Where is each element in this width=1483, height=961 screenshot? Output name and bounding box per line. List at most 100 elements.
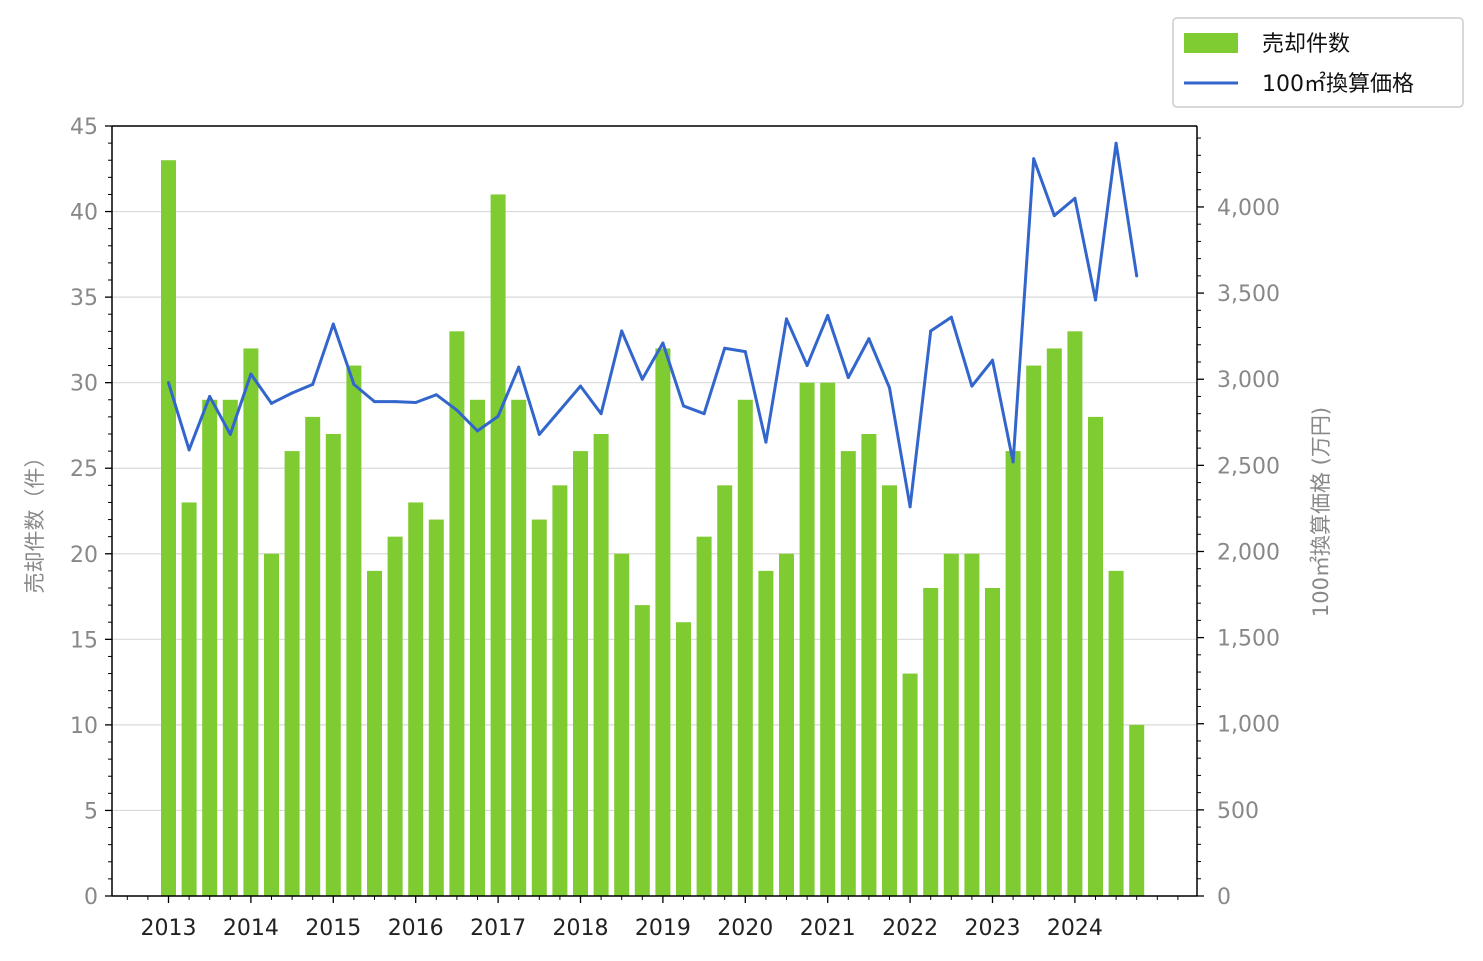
bar-2018Q4 — [634, 605, 650, 896]
bar-2022Q3 — [943, 553, 959, 896]
price-point-2015Q4 — [393, 400, 397, 404]
left-tick-label: 5 — [84, 799, 98, 824]
bar-2020Q2 — [758, 570, 774, 896]
price-point-2024Q4 — [1135, 274, 1139, 278]
price-point-2013Q1 — [167, 381, 170, 385]
price-point-2017Q4 — [558, 408, 562, 412]
price-point-2020Q2 — [764, 440, 768, 444]
bar-2024Q2 — [1088, 416, 1103, 896]
left-tick-label: 45 — [70, 115, 98, 140]
left-tick-label: 35 — [70, 286, 98, 311]
left-tick-label: 25 — [70, 457, 98, 482]
price-point-2020Q4 — [805, 363, 809, 367]
x-tick-label-2024: 2024 — [1047, 916, 1103, 941]
price-point-2022Q2 — [929, 329, 933, 333]
bar-2015Q2 — [346, 365, 362, 896]
bar-2023Q3 — [1026, 365, 1042, 896]
bar-2019Q2 — [676, 622, 691, 896]
price-point-2019Q3 — [702, 412, 706, 416]
price-point-2024Q3 — [1114, 141, 1118, 145]
legend-bar-label: 売却件数 — [1262, 32, 1350, 57]
bar-2022Q1 — [902, 673, 918, 896]
right-tick-label: 2,500 — [1217, 454, 1280, 479]
legend-bar-swatch — [1184, 33, 1238, 53]
x-tick-label-2014: 2014 — [223, 916, 279, 941]
bar-2021Q1 — [820, 382, 836, 897]
bar-2019Q4 — [717, 485, 733, 896]
bar-2018Q1 — [573, 451, 588, 896]
bar-2023Q1 — [985, 588, 1000, 896]
right-tick-label: 3,500 — [1217, 282, 1280, 307]
price-point-2018Q3 — [620, 329, 624, 333]
bar-2024Q4 — [1129, 724, 1145, 896]
x-tick-label-2023: 2023 — [965, 916, 1021, 941]
price-line — [167, 141, 1139, 509]
x-ticks: 2013 2014 2015 2016 2017 2018 2019 2020 2021 2022… — [126, 896, 1179, 941]
left-tick-label: 30 — [70, 372, 98, 397]
x-tick-label-2022: 2022 — [882, 916, 938, 941]
right-axis-title: 100㎡換算価格 (万円) — [1309, 407, 1333, 617]
bar-2022Q4 — [964, 553, 980, 896]
price-point-2013Q3 — [208, 394, 212, 398]
bar-2022Q2 — [923, 588, 939, 896]
bar-2017Q3 — [531, 519, 547, 896]
right-tick-label: 3,000 — [1217, 368, 1280, 393]
price-point-2019Q4 — [723, 346, 727, 350]
bar-2016Q3 — [449, 331, 465, 896]
bar-2017Q2 — [511, 399, 527, 896]
bar-2016Q2 — [428, 519, 444, 896]
price-point-2024Q2 — [1094, 298, 1097, 302]
price-point-2018Q2 — [599, 412, 603, 416]
right-tick-label: 4,000 — [1217, 196, 1280, 221]
bar-2023Q4 — [1046, 348, 1062, 896]
x-tick-label-2016: 2016 — [388, 916, 444, 941]
price-point-2016Q1 — [414, 400, 418, 404]
price-point-2014Q1 — [249, 372, 253, 376]
bar-2018Q2 — [593, 434, 609, 896]
price-point-2020Q3 — [785, 317, 788, 321]
price-point-2021Q3 — [867, 337, 871, 341]
price-point-2019Q1 — [661, 341, 665, 345]
legend-line-label: 100㎡換算価格 — [1262, 71, 1414, 97]
right-y-ticks: 0 500 1,000 1,500 2,000 2,500 3,000 3,500 4,000 — [1197, 137, 1280, 910]
left-axis-title: 売却件数（件） — [23, 447, 47, 594]
price-point-2014Q3 — [290, 391, 294, 395]
legend-box — [1172, 17, 1464, 108]
bar-2021Q3 — [861, 434, 877, 896]
price-point-2023Q4 — [1052, 214, 1056, 218]
bar-2019Q1 — [655, 348, 671, 896]
price-point-2021Q4 — [888, 386, 891, 390]
bar-2013Q4 — [222, 399, 238, 896]
price-point-2023Q1 — [991, 358, 994, 362]
right-tick-label: 500 — [1217, 799, 1259, 824]
x-tick-label-2017: 2017 — [470, 916, 526, 941]
left-tick-label: 0 — [84, 885, 98, 910]
bar-2014Q3 — [284, 451, 300, 896]
bar-2017Q4 — [552, 485, 568, 896]
axes — [111, 125, 1198, 897]
left-tick-label: 10 — [70, 714, 98, 739]
price-point-2019Q2 — [682, 404, 685, 408]
legend: 売却件数 100㎡換算価格 — [1172, 17, 1464, 108]
bar-2015Q1 — [325, 434, 341, 896]
bar-2013Q1 — [161, 160, 176, 896]
price-point-2015Q2 — [352, 382, 356, 386]
price-point-2013Q4 — [228, 432, 232, 436]
right-tick-label: 2,000 — [1217, 540, 1280, 565]
bar-2019Q3 — [696, 536, 712, 896]
left-tick-label: 15 — [70, 628, 98, 653]
price-point-2023Q3 — [1032, 157, 1036, 161]
bar-2024Q1 — [1067, 331, 1083, 896]
right-tick-label: 1,500 — [1217, 627, 1280, 652]
price-point-2017Q3 — [537, 432, 541, 436]
price-point-2017Q1 — [496, 414, 500, 418]
left-tick-label: 40 — [70, 201, 98, 226]
bar-2015Q4 — [387, 536, 403, 896]
bar-2013Q3 — [202, 399, 218, 896]
bar-2013Q2 — [181, 502, 197, 896]
bar-2020Q1 — [737, 399, 753, 896]
price-point-2023Q2 — [1011, 460, 1015, 464]
price-point-2021Q1 — [826, 313, 830, 317]
right-tick-label: 1,000 — [1217, 713, 1280, 738]
left-tick-label: 20 — [70, 543, 98, 568]
